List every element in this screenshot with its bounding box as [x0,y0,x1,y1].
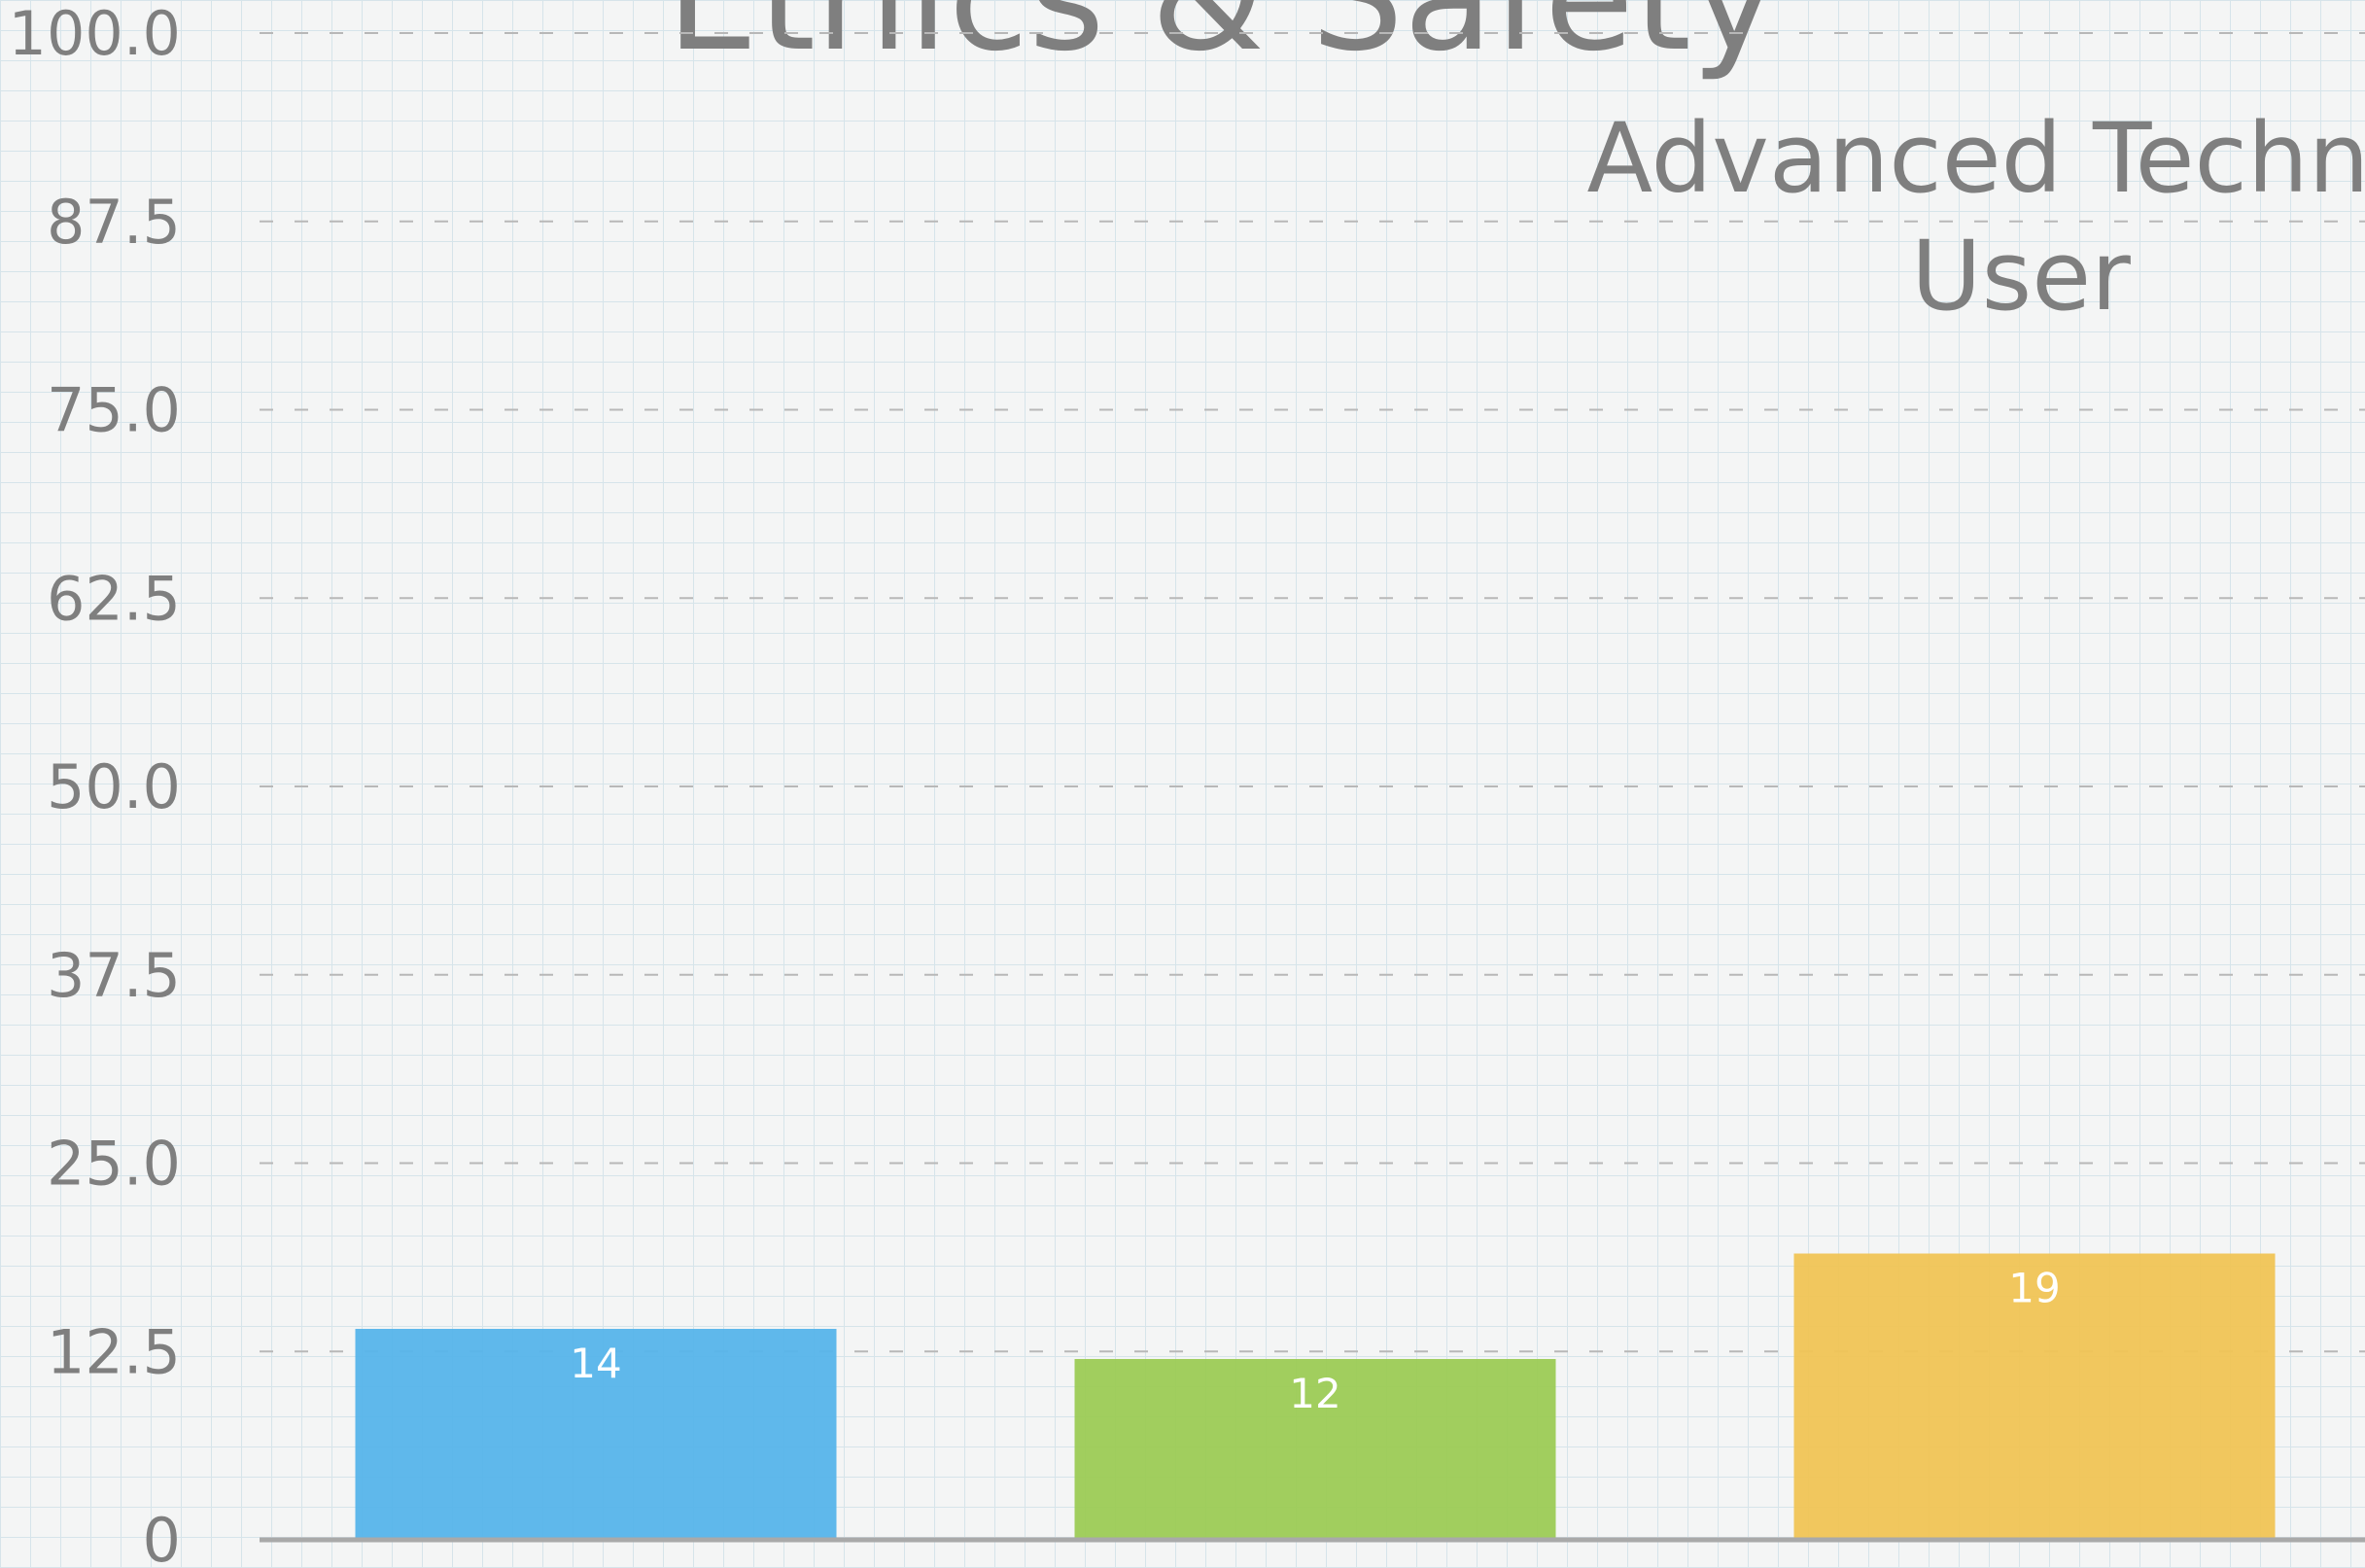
y-tick-label: 0 [143,1505,181,1568]
chart-subtitle: User [1911,221,2131,332]
y-tick-label: 12.5 [47,1316,181,1387]
y-tick-label: 87.5 [47,187,181,258]
chart-title: Ethics & Safety [666,0,1777,84]
y-tick-label: 50.0 [47,751,181,822]
chart-subtitle: Advanced Technol [1586,103,2365,215]
data-label: 14 [570,1340,621,1387]
y-tick-label: 62.5 [47,563,181,634]
bar [1793,1253,2276,1540]
bar [355,1329,837,1540]
bar [1074,1359,1556,1540]
data-label: 19 [2008,1265,2060,1312]
data-label: 12 [1289,1370,1340,1417]
y-tick-label: 25.0 [47,1129,181,1200]
y-tick-label: 75.0 [47,375,181,446]
y-tick-label: 100.0 [9,0,182,69]
y-tick-label: 37.5 [47,940,181,1011]
